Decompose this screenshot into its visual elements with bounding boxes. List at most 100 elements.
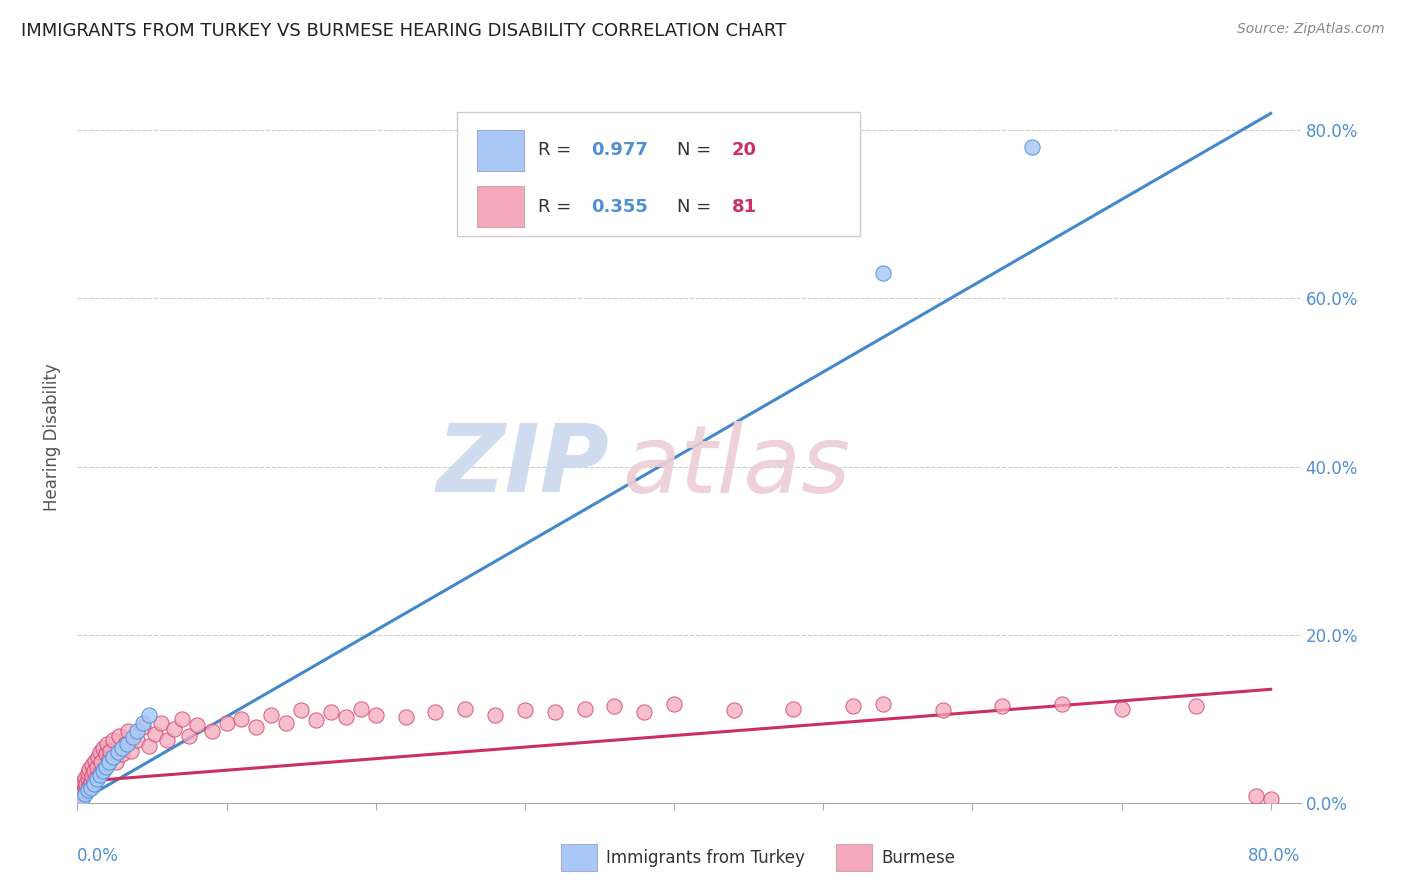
Point [82, 758, 104, 772]
Point [75, 777, 97, 791]
Text: 0.977: 0.977 [591, 141, 648, 160]
Point [872, 697, 894, 711]
Point [114, 737, 136, 751]
Point [394, 710, 416, 724]
Point [80, 774, 103, 789]
Point [143, 727, 166, 741]
Point [454, 701, 477, 715]
Point [1021, 140, 1043, 154]
Point [125, 732, 148, 747]
Text: 81: 81 [731, 197, 756, 216]
Point [931, 703, 953, 717]
Text: 0.355: 0.355 [591, 197, 648, 216]
Text: 20: 20 [731, 141, 756, 160]
Point [82, 769, 104, 783]
Point [290, 703, 312, 717]
Point [72, 786, 94, 800]
Point [121, 730, 143, 744]
Text: N =: N = [676, 141, 717, 160]
Point [84, 772, 107, 787]
Point [90, 756, 112, 770]
Point [93, 762, 115, 776]
Text: atlas: atlas [621, 421, 849, 512]
Point [335, 710, 357, 724]
Point [94, 759, 117, 773]
Point [89, 745, 111, 759]
Point [72, 774, 94, 789]
Point [111, 741, 134, 756]
Point [163, 722, 186, 736]
Point [115, 737, 138, 751]
Text: Burmese: Burmese [882, 848, 955, 867]
Point [215, 715, 238, 730]
Point [544, 705, 567, 719]
Point [101, 732, 124, 747]
Point [245, 720, 267, 734]
Point [80, 780, 103, 795]
Point [186, 718, 208, 732]
Point [76, 766, 98, 780]
Point [425, 705, 447, 719]
Point [87, 749, 110, 764]
Point [91, 764, 114, 778]
Point [86, 772, 108, 787]
Point [107, 745, 129, 759]
Text: N =: N = [676, 197, 717, 216]
Point [89, 766, 111, 780]
Point [111, 747, 134, 761]
Point [132, 715, 155, 730]
Text: Immigrants from Turkey: Immigrants from Turkey [606, 848, 804, 867]
Point [101, 749, 124, 764]
Text: 0.0%: 0.0% [77, 847, 120, 864]
Point [260, 707, 283, 722]
Point [94, 747, 117, 761]
Point [574, 701, 596, 715]
Point [83, 764, 105, 778]
Point [1244, 789, 1267, 803]
Point [84, 754, 107, 768]
Point [138, 739, 160, 753]
Point [77, 762, 100, 776]
Point [872, 266, 894, 280]
Point [73, 788, 96, 802]
Point [231, 712, 253, 726]
Point [170, 712, 193, 726]
Point [782, 701, 804, 715]
Point [132, 720, 155, 734]
Point [723, 703, 745, 717]
Point [96, 737, 118, 751]
Point [83, 777, 105, 791]
Text: IMMIGRANTS FROM TURKEY VS BURMESE HEARING DISABILITY CORRELATION CHART: IMMIGRANTS FROM TURKEY VS BURMESE HEARIN… [21, 22, 786, 40]
Point [1050, 697, 1073, 711]
Point [89, 768, 111, 782]
Text: 80.0%: 80.0% [1249, 847, 1301, 864]
Text: R =: R = [538, 141, 578, 160]
Point [138, 707, 160, 722]
Point [513, 703, 536, 717]
Point [350, 701, 373, 715]
Bar [835, 845, 872, 871]
Point [991, 699, 1014, 714]
Text: R =: R = [538, 197, 578, 216]
Text: Source: ZipAtlas.com: Source: ZipAtlas.com [1237, 22, 1385, 37]
Point [120, 744, 142, 758]
Point [70, 779, 93, 793]
Point [105, 756, 128, 770]
Point [76, 772, 98, 787]
Point [70, 791, 93, 805]
Point [200, 724, 222, 739]
Point [70, 789, 93, 803]
Point [73, 780, 96, 795]
Y-axis label: Hearing Disability: Hearing Disability [44, 363, 62, 511]
Point [108, 729, 131, 743]
Bar [477, 130, 524, 171]
Point [276, 715, 298, 730]
Bar [477, 186, 524, 227]
Point [91, 741, 114, 756]
Point [75, 783, 97, 797]
Point [1260, 791, 1282, 805]
Bar [561, 845, 598, 871]
Point [1111, 701, 1133, 715]
Point [86, 760, 108, 774]
Point [76, 783, 98, 797]
